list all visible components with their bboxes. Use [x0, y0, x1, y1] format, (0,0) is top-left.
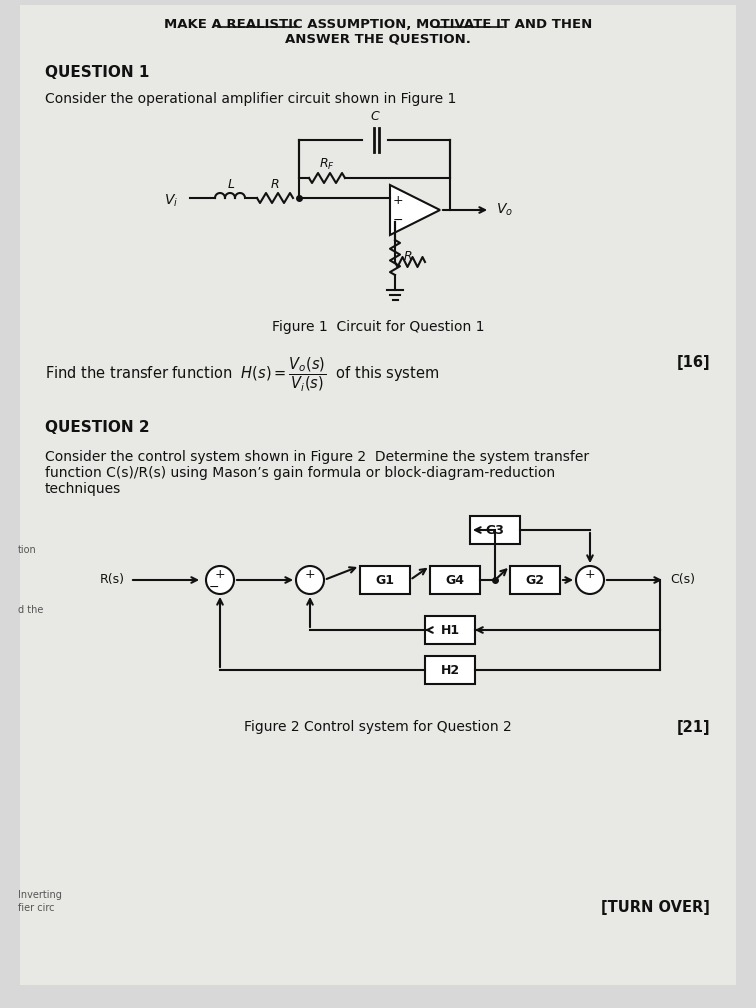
Text: −: − — [393, 214, 403, 227]
Bar — [360, 566, 410, 594]
Text: [21]: [21] — [677, 720, 710, 735]
Text: $C$: $C$ — [370, 110, 381, 123]
Text: $V_i$: $V_i$ — [164, 193, 178, 210]
Circle shape — [206, 566, 234, 594]
Bar — [470, 516, 520, 544]
Text: +: + — [584, 568, 595, 581]
Circle shape — [576, 566, 604, 594]
Circle shape — [296, 566, 324, 594]
Text: Consider the operational amplifier circuit shown in Figure 1: Consider the operational amplifier circu… — [45, 92, 457, 106]
Text: QUESTION 1: QUESTION 1 — [45, 65, 150, 80]
Text: Inverting: Inverting — [18, 890, 62, 900]
Bar — [430, 566, 480, 594]
Text: H2: H2 — [441, 663, 460, 676]
Text: $V_o$: $V_o$ — [496, 202, 513, 218]
Text: fier circ: fier circ — [18, 903, 54, 913]
Text: Find the transfer function  $H(s) = \dfrac{V_o(s)}{V_i(s)}$  of this system: Find the transfer function $H(s) = \dfra… — [45, 355, 439, 393]
Text: $R_F$: $R_F$ — [319, 156, 335, 171]
Text: Consider the control system shown in Figure 2  Determine the system transfer
fun: Consider the control system shown in Fig… — [45, 450, 589, 496]
Text: $L$: $L$ — [227, 177, 235, 191]
Text: Figure 1  Circuit for Question 1: Figure 1 Circuit for Question 1 — [271, 320, 485, 334]
Bar — [510, 566, 560, 594]
Polygon shape — [390, 185, 440, 235]
Text: $R$: $R$ — [403, 251, 413, 263]
Text: d the: d the — [18, 605, 43, 615]
Text: $R$: $R$ — [270, 177, 280, 191]
Text: [16]: [16] — [677, 355, 710, 370]
Text: G4: G4 — [445, 574, 464, 587]
Text: QUESTION 2: QUESTION 2 — [45, 420, 150, 435]
Text: R(s): R(s) — [100, 574, 125, 587]
Text: C(s): C(s) — [670, 574, 695, 587]
Text: −: − — [209, 581, 219, 594]
Text: [TURN OVER]: [TURN OVER] — [601, 900, 710, 915]
Text: H1: H1 — [441, 624, 460, 636]
Bar — [425, 656, 475, 684]
Bar — [425, 616, 475, 644]
Text: +: + — [392, 194, 403, 207]
Text: G3: G3 — [485, 523, 504, 536]
Text: +: + — [305, 568, 315, 581]
Text: +: + — [215, 568, 225, 581]
Text: ANSWER THE QUESTION.: ANSWER THE QUESTION. — [285, 33, 471, 46]
Text: G1: G1 — [376, 574, 395, 587]
Text: Figure 2 Control system for Question 2: Figure 2 Control system for Question 2 — [244, 720, 512, 734]
Text: MAKE A REALISTIC ASSUMPTION, MOTIVATE IT AND THEN: MAKE A REALISTIC ASSUMPTION, MOTIVATE IT… — [164, 18, 592, 31]
Text: G2: G2 — [525, 574, 544, 587]
Text: tion: tion — [18, 545, 37, 555]
